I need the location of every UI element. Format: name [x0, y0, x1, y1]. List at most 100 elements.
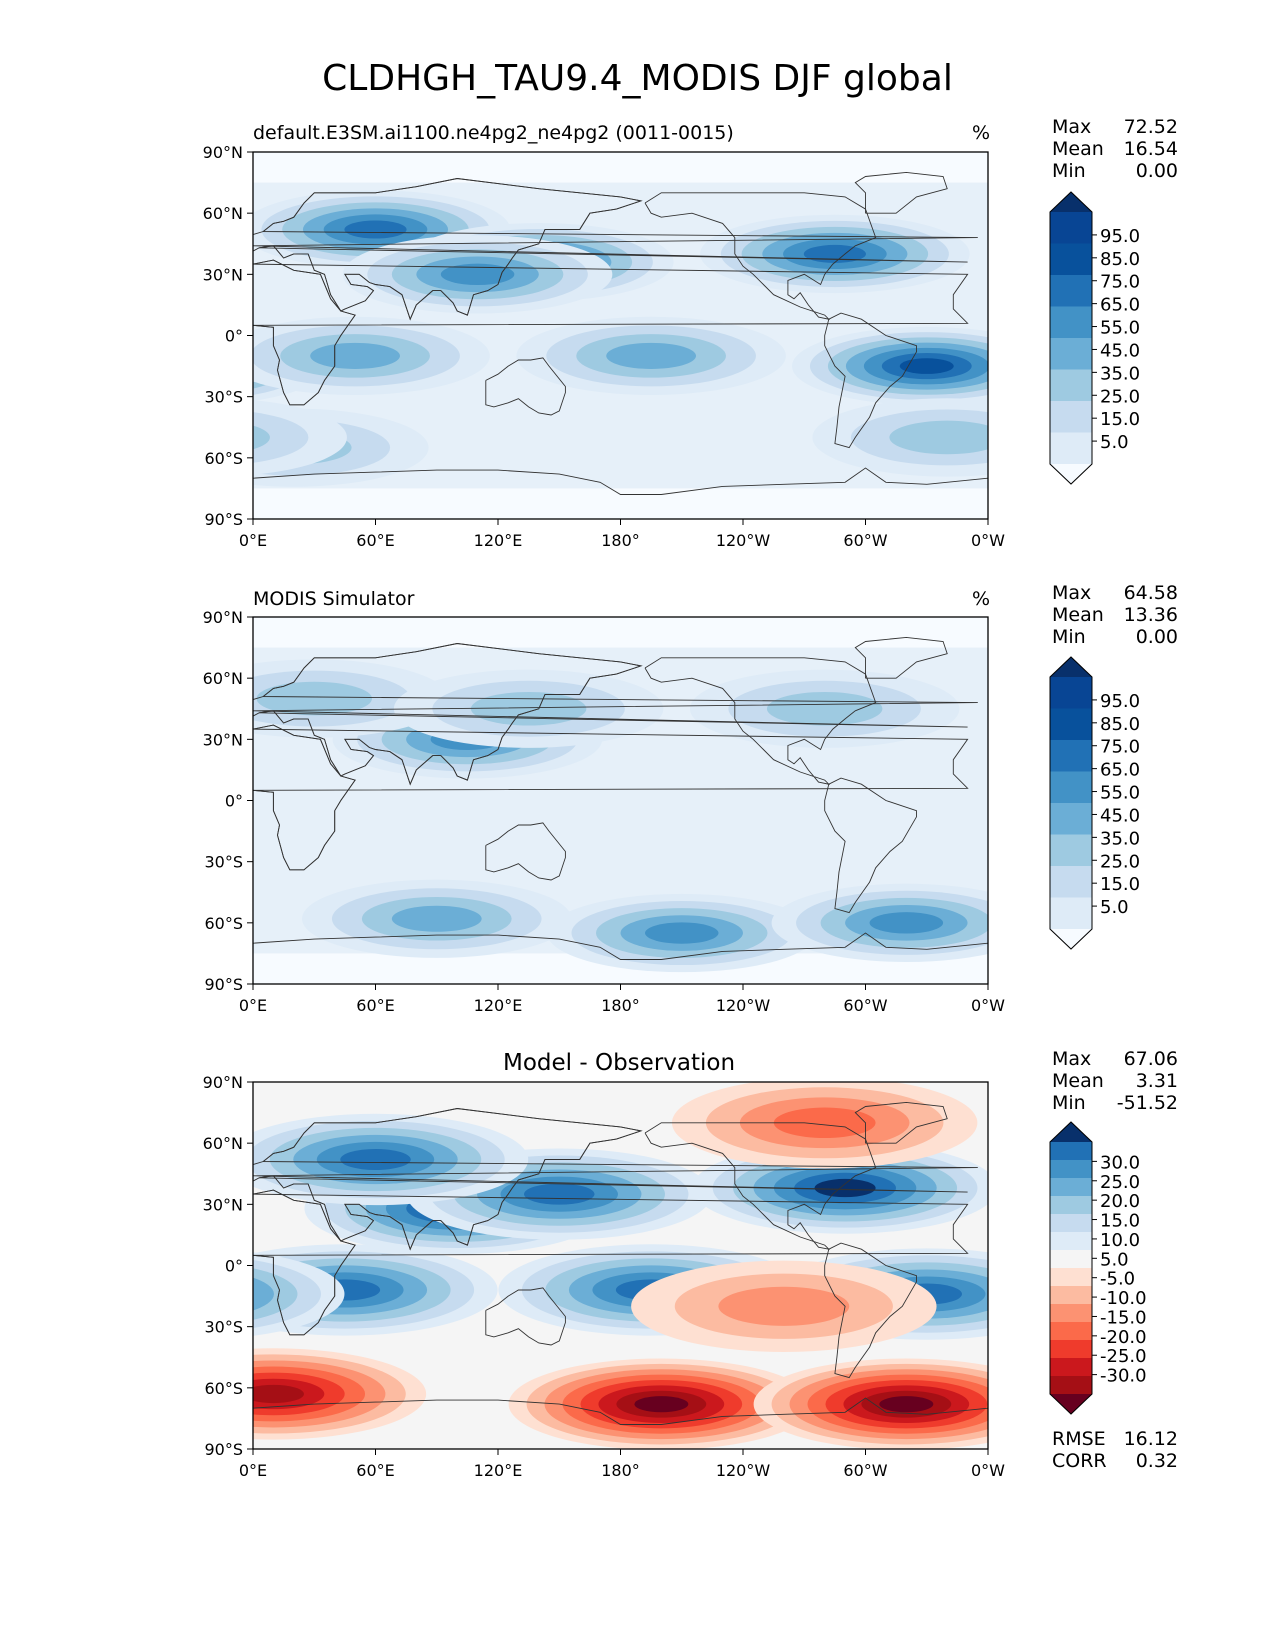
x-tick-label: 60°W [843, 1461, 887, 1480]
coastline [253, 1189, 969, 1336]
x-tick-label: 0°E [239, 531, 267, 550]
x-tick-label: 0°W [971, 531, 1005, 550]
y-tick-label: 60°N [203, 669, 243, 688]
colorbar-label: 75.0 [1100, 272, 1140, 293]
panel-stats: Max 72.52 Mean 16.54 Min 0.00 [1052, 116, 1178, 182]
contour-blob [879, 1396, 934, 1413]
colorbar-segment [1050, 866, 1092, 898]
panel-title: Model - Observation [503, 1050, 736, 1076]
x-tick-label: 120°E [474, 996, 523, 1015]
x-tick-label: 60°E [356, 531, 394, 550]
x-tick-label: 0°E [239, 1461, 267, 1480]
x-tick-label: 120°W [716, 1461, 771, 1480]
coastline [644, 657, 877, 785]
y-tick-label: 90°S [204, 975, 243, 994]
heatmap-field [133, 1082, 988, 1449]
x-tick-label: 120°W [716, 996, 771, 1015]
colorbar-label: 25.0 [1100, 386, 1140, 407]
coastline [253, 1397, 988, 1449]
colorbar-extend-top [1050, 192, 1092, 212]
x-tick-label: 180° [601, 531, 640, 550]
y-tick-label: 30°S [204, 853, 243, 872]
contour-blob [310, 342, 401, 369]
colorbar-segment [1050, 1232, 1092, 1251]
panel-difference: Model - Observation Max 67.06 Mean 3.31 Mi… [0, 0, 1275, 1472]
colorbar-label: 65.0 [1100, 295, 1140, 316]
colorbar-segment [1050, 243, 1092, 276]
colorbar-outline [1049, 1121, 1093, 1415]
contour-blob [253, 412, 309, 463]
colorbar-label: 95.0 [1100, 226, 1140, 247]
colorbar-segment [1050, 740, 1092, 772]
coastline [854, 171, 948, 214]
contour-blob [344, 220, 407, 239]
figure-title: CLDHGH_TAU9.4_MODIS DJF global [322, 58, 953, 99]
colorbar-label: 45.0 [1100, 340, 1140, 361]
colorbar-segment [1050, 1178, 1092, 1197]
panel-model: default.E3SM.ai1100.ne4pg2_ne4pg2 (0011-… [0, 0, 1275, 480]
y-tick-label: 90°N [203, 608, 243, 627]
coastline [485, 822, 566, 881]
colorbar-label: 10.0 [1100, 1230, 1140, 1251]
contour-blob [253, 425, 270, 450]
colorbar: 30.025.020.015.010.05.0-5.0-10.0-15.0-20… [1049, 1121, 1147, 1415]
contour-blob [253, 1384, 304, 1404]
x-tick-label: 120°E [474, 531, 523, 550]
coastline [644, 192, 877, 320]
colorbar-outline [1049, 656, 1093, 950]
heatmap-field [253, 152, 988, 519]
y-tick-label: 30°S [204, 1318, 243, 1337]
y-tick-label: 60°N [203, 1134, 243, 1153]
x-tick-label: 180° [601, 996, 640, 1015]
heatmap-field [253, 617, 988, 984]
contour-blob [634, 1396, 689, 1413]
panel-observation: MODIS Simulator % Max 64.58 Mean 13.36 Min… [0, 0, 1275, 648]
map-panel-0: 0°E 60°E 120°E 180° 120°W 60°W 0°W 90°N 60°N 30°N… [203, 143, 1140, 550]
contour-blob [157, 1284, 227, 1305]
coastline [485, 357, 566, 416]
colorbar: 95.085.075.065.055.045.035.025.015.05.0 [1049, 656, 1140, 950]
colorbar-extend-bottom [1050, 1394, 1092, 1414]
colorbar-segment [1050, 306, 1092, 339]
colorbar-label: 75.0 [1100, 737, 1140, 758]
x-tick-label: 60°E [356, 996, 394, 1015]
colorbar-segment [1050, 1304, 1092, 1323]
coastline [824, 777, 917, 914]
coastline [253, 932, 988, 984]
y-tick-label: 60°S [204, 914, 243, 933]
contour-blob [899, 358, 954, 374]
colorbar-segment [1050, 1214, 1092, 1233]
colorbar-segment [1050, 1376, 1092, 1395]
contour-blob [253, 1277, 274, 1311]
colorbar-segment [1050, 275, 1092, 307]
y-tick-label: 0° [225, 327, 243, 346]
contour-blob [869, 912, 944, 934]
colorbar-segment [1050, 1340, 1092, 1359]
colorbar-label: -20.0 [1100, 1327, 1147, 1348]
colorbar-extend-bottom [1050, 929, 1092, 949]
x-tick-label: 0°W [971, 1461, 1005, 1480]
contour-blob [470, 691, 587, 726]
x-tick-label: 0°E [239, 996, 267, 1015]
colorbar-segment [1050, 803, 1092, 835]
colorbar-extend-top [1050, 657, 1092, 677]
coastline [253, 467, 988, 519]
x-tick-label: 180° [601, 1461, 640, 1480]
coastline [854, 1101, 948, 1144]
colorbar-segment [1050, 338, 1092, 370]
colorbar: 95.085.075.065.055.045.035.025.015.05.0 [1049, 191, 1140, 485]
panel-extra-stats: RMSE 16.12 CORR 0.32 [1052, 1428, 1178, 1472]
colorbar-segment [1050, 401, 1092, 433]
x-tick-label: 120°E [474, 1461, 523, 1480]
contour-blob [133, 1276, 250, 1311]
x-tick-label: 60°E [356, 1461, 394, 1480]
colorbar-label: 5.0 [1100, 1249, 1129, 1270]
coastline [854, 636, 948, 679]
colorbar-segment [1050, 1142, 1092, 1161]
colorbar-label: 25.0 [1100, 1172, 1140, 1193]
contour-blob [253, 1268, 298, 1320]
colorbar-label: -30.0 [1100, 1366, 1147, 1387]
colorbar-label: 30.0 [1100, 1152, 1140, 1173]
colorbar-segment [1050, 1160, 1092, 1179]
map-panel-1: 0°E 60°E 120°E 180° 120°W 60°W 0°W 90°N 60°N 30°N… [203, 608, 1140, 1015]
